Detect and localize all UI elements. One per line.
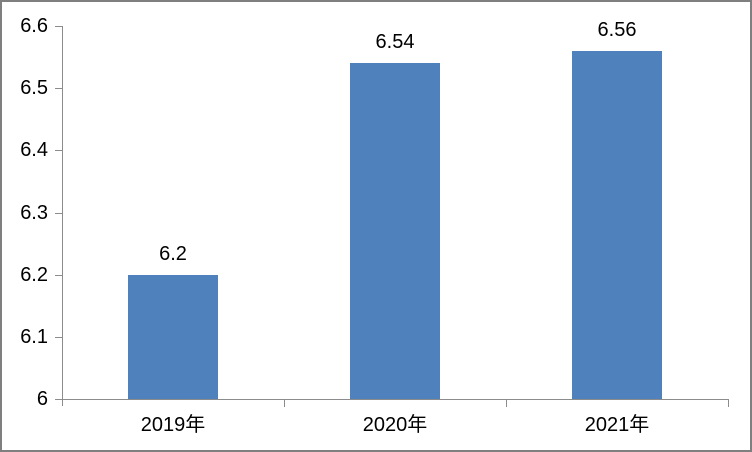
y-axis-tick-label: 6.4 — [20, 139, 48, 161]
y-axis-tick — [55, 213, 62, 214]
y-axis-tick-label: 6.5 — [20, 77, 48, 99]
bar-2019年 — [128, 275, 218, 399]
bar-value-label: 6.54 — [375, 31, 415, 53]
y-axis-tick-label: 6.1 — [20, 326, 48, 348]
y-axis-line — [62, 26, 63, 406]
y-axis-tick — [55, 337, 62, 338]
y-axis-tick-label: 6.3 — [20, 202, 48, 224]
y-axis-tick — [55, 399, 62, 400]
bar-2020年 — [350, 63, 440, 399]
y-axis-tick — [55, 150, 62, 151]
x-axis-tick — [506, 400, 507, 407]
x-axis-category-label: 2021年 — [584, 414, 650, 436]
x-axis-line — [62, 399, 729, 400]
bar-value-label: 6.2 — [159, 243, 187, 265]
x-axis-tick — [284, 400, 285, 407]
x-axis-tick — [728, 400, 729, 407]
y-axis-tick — [55, 275, 62, 276]
x-axis-category-label: 2020年 — [362, 414, 428, 436]
bar-2021年 — [572, 51, 662, 399]
y-axis-tick — [55, 26, 62, 27]
y-axis-tick-label: 6 — [36, 388, 48, 410]
x-axis-category-label: 2019年 — [140, 414, 206, 436]
y-axis-tick — [55, 88, 62, 89]
y-axis-tick-label: 6.2 — [20, 264, 48, 286]
bar-value-label: 6.56 — [597, 19, 637, 41]
y-axis-tick-label: 6.6 — [20, 15, 48, 37]
